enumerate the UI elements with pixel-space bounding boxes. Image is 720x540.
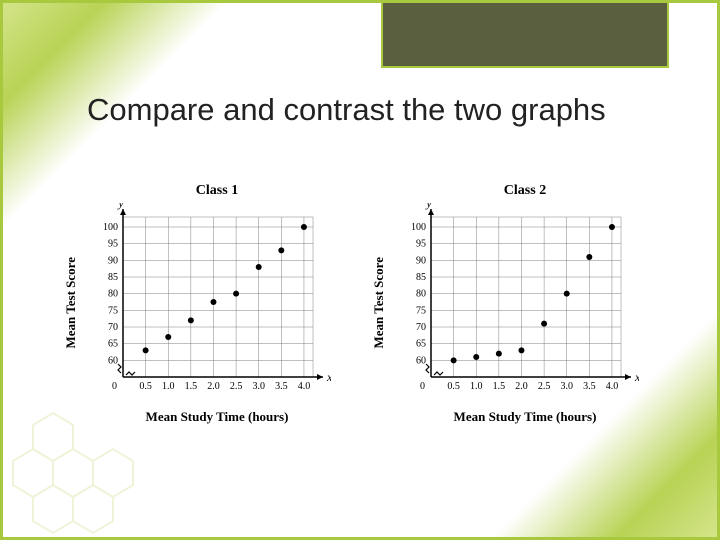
svg-text:80: 80 <box>416 289 426 300</box>
chart-title: Class 1 <box>196 183 238 199</box>
svg-text:90: 90 <box>416 255 426 266</box>
svg-text:x: x <box>326 370 331 384</box>
svg-text:80: 80 <box>108 289 118 300</box>
y-axis-label: Mean Test Score <box>63 257 79 348</box>
svg-text:2.0: 2.0 <box>515 381 528 392</box>
svg-text:85: 85 <box>108 272 118 283</box>
svg-text:2.5: 2.5 <box>538 381 551 392</box>
svg-text:3.5: 3.5 <box>583 381 596 392</box>
svg-text:75: 75 <box>416 305 426 316</box>
svg-text:1.5: 1.5 <box>493 381 506 392</box>
svg-text:3.0: 3.0 <box>252 381 265 392</box>
chart-1: Class 1 Mean Test Score 0.5 1.0 1.5 2.0 2.5 3… <box>63 183 331 425</box>
svg-text:60: 60 <box>108 355 118 366</box>
svg-text:2.0: 2.0 <box>207 381 220 392</box>
svg-text:1.5: 1.5 <box>185 381 198 392</box>
svg-text:1.0: 1.0 <box>470 381 483 392</box>
svg-text:0: 0 <box>420 381 425 392</box>
svg-text:70: 70 <box>416 322 426 333</box>
svg-text:65: 65 <box>108 339 118 350</box>
svg-text:3.0: 3.0 <box>560 381 573 392</box>
svg-text:4.0: 4.0 <box>606 381 619 392</box>
svg-text:100: 100 <box>103 222 118 233</box>
slide-heading: Compare and contrast the two graphs <box>87 91 606 130</box>
svg-text:0.5: 0.5 <box>139 381 152 392</box>
svg-text:60: 60 <box>416 355 426 366</box>
charts-container: Class 1 Mean Test Score 0.5 1.0 1.5 2.0 2.5 3… <box>63 183 677 425</box>
svg-text:85: 85 <box>416 272 426 283</box>
slide-frame: Compare and contrast the two graphs Clas… <box>0 0 720 540</box>
svg-text:y: y <box>117 203 124 210</box>
svg-text:0: 0 <box>112 381 117 392</box>
x-axis-label: Mean Study Time (hours) <box>454 409 597 425</box>
title-accent-block <box>381 3 669 68</box>
svg-text:65: 65 <box>416 339 426 350</box>
chart-2: Class 2 Mean Test Score 0.5 1.0 1.5 2.0 2.5 3… <box>371 183 639 425</box>
svg-text:3.5: 3.5 <box>275 381 288 392</box>
svg-text:0.5: 0.5 <box>447 381 460 392</box>
x-axis-label: Mean Study Time (hours) <box>146 409 289 425</box>
svg-text:95: 95 <box>416 239 426 250</box>
svg-text:4.0: 4.0 <box>298 381 311 392</box>
svg-text:y: y <box>425 203 432 210</box>
svg-text:95: 95 <box>108 239 118 250</box>
svg-text:90: 90 <box>108 255 118 266</box>
svg-text:2.5: 2.5 <box>230 381 243 392</box>
svg-text:1.0: 1.0 <box>162 381 175 392</box>
svg-text:75: 75 <box>108 305 118 316</box>
svg-text:x: x <box>634 370 639 384</box>
svg-text:70: 70 <box>108 322 118 333</box>
y-axis-label: Mean Test Score <box>371 257 387 348</box>
chart-title: Class 2 <box>504 183 546 199</box>
svg-text:100: 100 <box>411 222 426 233</box>
